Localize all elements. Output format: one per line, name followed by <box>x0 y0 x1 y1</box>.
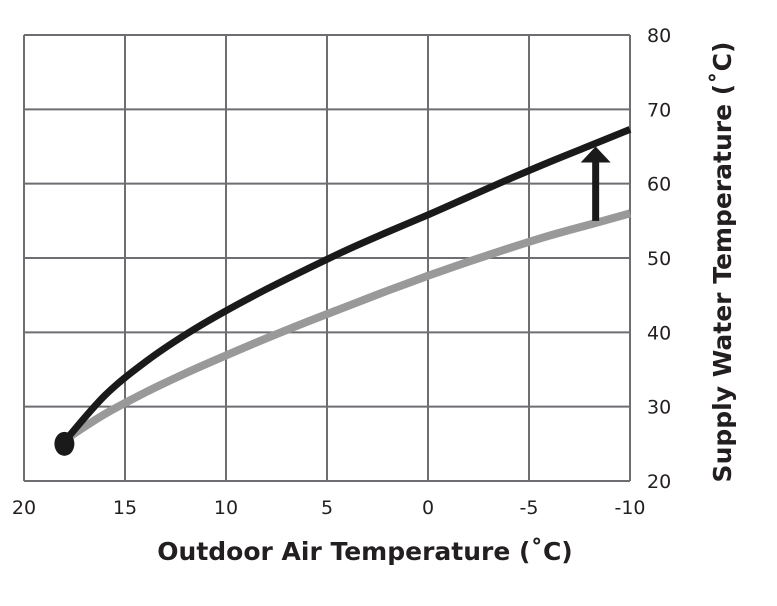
x-tick-label-5: -5 <box>520 497 539 519</box>
arrow-head <box>580 146 611 163</box>
y-tick-label-5: 70 <box>647 99 671 121</box>
x-tick-label-1: 15 <box>113 497 137 519</box>
annotation-layer <box>54 146 611 456</box>
y-tick-labels: 20 30 40 50 60 70 80 <box>647 25 671 493</box>
series-layer <box>61 126 632 444</box>
y-tick-label-3: 50 <box>647 248 671 270</box>
y-tick-label-2: 40 <box>647 322 671 344</box>
y-axis-title: Supply Water Temperature (˚C) <box>708 42 737 483</box>
x-tick-label-4: 0 <box>422 497 434 519</box>
x-axis-title: Outdoor Air Temperature (˚C) <box>157 537 572 566</box>
y-tick-label-4: 60 <box>647 174 671 196</box>
x-tick-labels: 20 15 10 5 0 -5 -10 <box>12 497 646 519</box>
start-point-marker <box>54 431 75 456</box>
y-tick-label-1: 30 <box>647 397 671 419</box>
x-tick-label-3: 5 <box>321 497 333 519</box>
x-tick-label-2: 10 <box>214 497 238 519</box>
x-tick-label-6: -10 <box>614 497 645 519</box>
y-tick-label-0: 20 <box>647 471 671 493</box>
x-tick-label-0: 20 <box>12 497 36 519</box>
y-tick-label-6: 80 <box>647 25 671 47</box>
series-line-1 <box>61 126 632 444</box>
series-line-0 <box>62 209 632 444</box>
